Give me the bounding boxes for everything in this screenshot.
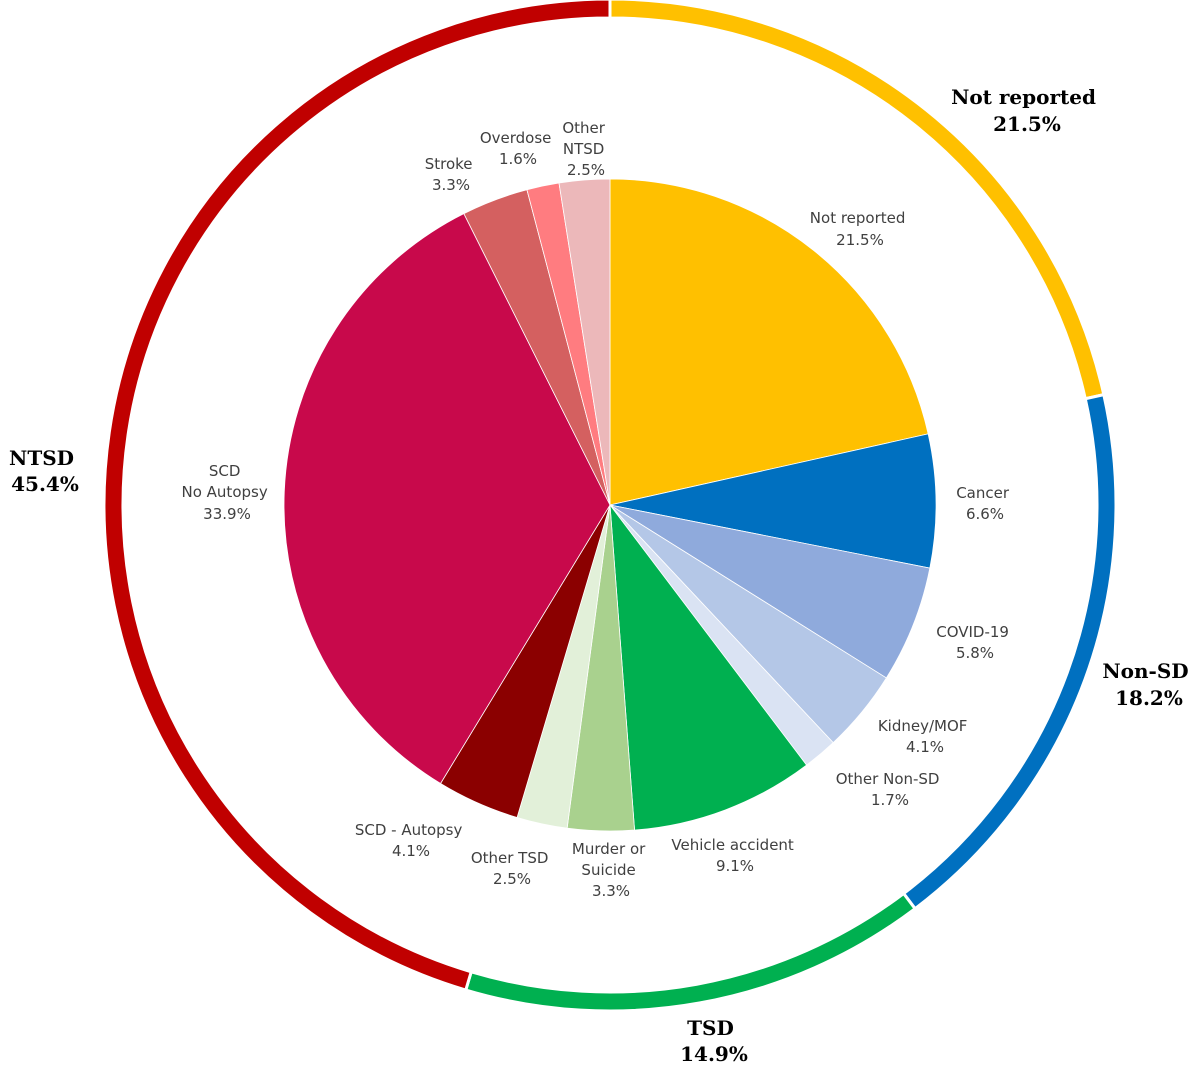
slice-scd-no-autopsy [283, 213, 611, 785]
label-cancer: Cancer 6.6% [956, 484, 1014, 523]
label-vehicle-accident: Vehicle accident 9.1% [671, 836, 798, 875]
slice-cancer [609, 433, 937, 569]
label-stroke: Stroke 3.3% [425, 155, 478, 194]
inner-pie [283, 178, 937, 832]
label-scd-no-autopsy: SCD No Autopsy 33.9% [182, 462, 273, 523]
label-other-ntsd: Other NTSD 2.5% [562, 119, 609, 179]
label-murder-or-suicide: Murder or Suicide 3.3% [572, 840, 650, 900]
slice-other-ntsd [558, 178, 611, 506]
label-not-reported: Not reported 21.5% [810, 209, 910, 249]
label-other-tsd: Other TSD 2.5% [471, 849, 553, 888]
label-scd-autopsy: SCD - Autopsy 4.1% [355, 821, 467, 860]
label-kidney-mof: Kidney/MOF 4.1% [878, 717, 972, 756]
slice-vehicle-accident [609, 503, 808, 831]
label-overdose: Overdose 1.6% [480, 129, 556, 168]
label-outer-tsd: TSD 14.9% [680, 1016, 748, 1066]
outer-slice-ntsd [102, 0, 612, 992]
label-outer-ntsd: NTSD 45.4% [9, 446, 81, 496]
slice-not-reported [609, 178, 929, 506]
outer-slice-tsd [463, 891, 918, 1013]
outer-ring [102, 0, 1118, 1013]
label-outer-non-sd: Non-SD 18.2% [1102, 659, 1195, 710]
label-other-non-sd: Other Non-SD 1.7% [836, 770, 945, 809]
label-outer-not-reported: Not reported 21.5% [951, 85, 1103, 136]
outer-slice-non-sd [901, 392, 1118, 911]
label-covid-19: COVID-19 5.8% [936, 623, 1014, 662]
